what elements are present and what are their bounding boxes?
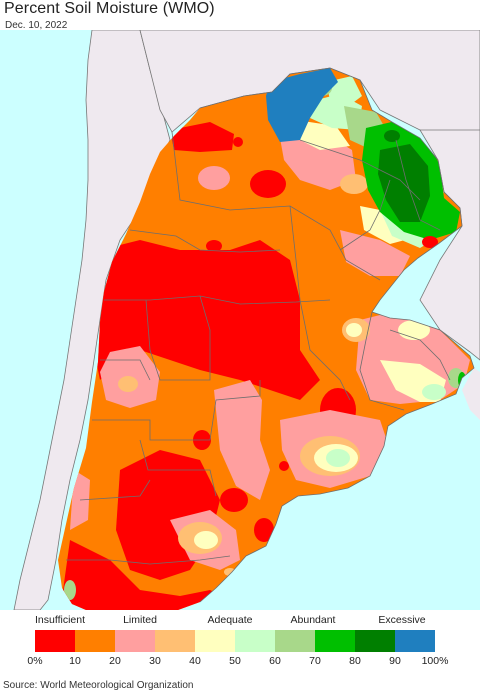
source-credit: Source: World Meteorological Organizatio… [3, 680, 194, 691]
map-title: Percent Soil Moisture (WMO) [4, 0, 215, 17]
legend-tick-8: 80 [349, 655, 361, 667]
legend-tick-5: 50 [229, 655, 241, 667]
legend-label-excessive: Excessive [378, 614, 426, 626]
legend-swatch-3 [155, 630, 195, 652]
legend-label-adequate: Adequate [207, 614, 253, 626]
legend-tick-labels: 0% 10 20 30 40 50 60 70 80 90 100% [0, 655, 480, 669]
legend-label-abundant: Abundant [290, 614, 336, 626]
legend-swatch-9 [395, 630, 435, 652]
brazil-coast [462, 368, 480, 420]
legend-label-limited: Limited [123, 614, 157, 626]
legend-swatch-4 [195, 630, 235, 652]
legend-tick-1: 10 [69, 655, 81, 667]
province-borders [66, 67, 475, 603]
legend-swatch-8 [355, 630, 395, 652]
legend-tick-9: 90 [389, 655, 401, 667]
legend-tick-6: 60 [269, 655, 281, 667]
legend-tick-7: 70 [309, 655, 321, 667]
legend-swatch-6 [275, 630, 315, 652]
soil-moisture-map [0, 30, 480, 610]
legend-tick-2: 20 [109, 655, 121, 667]
legend-tick-0: 0% [27, 655, 43, 667]
legend-swatch-2 [115, 630, 155, 652]
legend-color-bar [35, 630, 435, 652]
legend-swatch-1 [75, 630, 115, 652]
map-date: Dec. 10, 2022 [5, 20, 68, 31]
legend-tick-4: 40 [189, 655, 201, 667]
legend-swatch-7 [315, 630, 355, 652]
legend-tick-3: 30 [149, 655, 161, 667]
legend-label-insufficient: Insufficient [34, 614, 86, 626]
legend-swatch-0 [35, 630, 75, 652]
legend-category-labels: Insufficient Limited Adequate Abundant E… [0, 614, 480, 628]
legend-tick-10: 100% [421, 655, 449, 667]
legend-swatch-5 [235, 630, 275, 652]
